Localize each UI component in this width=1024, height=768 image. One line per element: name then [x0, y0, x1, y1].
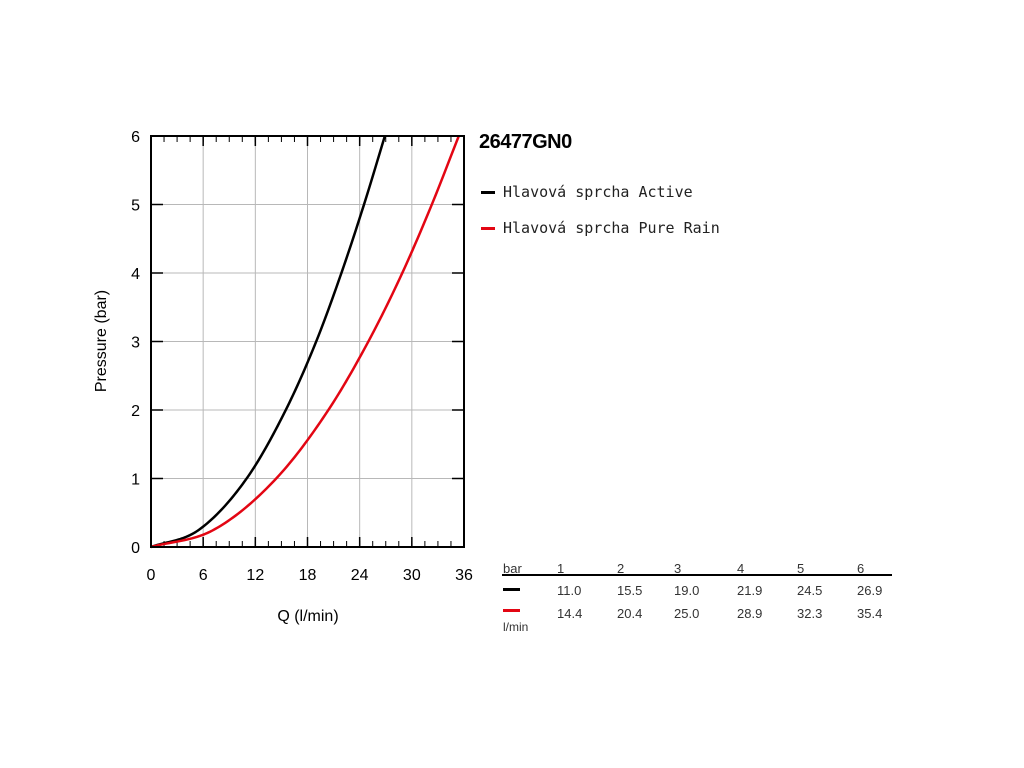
table-cell: 15.5 [617, 583, 643, 598]
x-axis-label: Q (l/min) [277, 608, 338, 625]
legend-item-active: Hlavová sprcha Active [481, 182, 693, 202]
table-cell: 20.4 [617, 606, 643, 621]
table-swatch-red [503, 609, 520, 612]
y-tick-label: 0 [131, 540, 140, 557]
table-divider [502, 574, 892, 576]
x-tick-label: 36 [455, 567, 473, 584]
y-tick-label: 4 [131, 266, 140, 283]
x-tick-label: 0 [147, 567, 156, 584]
legend-label: Hlavová sprcha Active [503, 183, 693, 201]
table-pressure: 4 [737, 561, 745, 576]
table-cell: 35.4 [857, 606, 883, 621]
x-tick-label: 18 [299, 567, 317, 584]
table-pressure: 2 [617, 561, 625, 576]
table-cell: 21.9 [737, 583, 763, 598]
y-tick-label: 3 [131, 335, 140, 352]
chart-grid [150, 135, 465, 548]
y-tick-label: 6 [131, 129, 140, 146]
table-cell: 11.0 [557, 583, 582, 598]
series-line-active [150, 135, 387, 549]
table-pressure: 5 [797, 561, 805, 576]
table-cell: 32.3 [797, 606, 823, 621]
table-header-bar: bar [503, 561, 522, 576]
series-line-pure-rain [150, 135, 460, 549]
table-pressure: 1 [557, 561, 565, 576]
legend-swatch-red [481, 226, 495, 230]
y-axis-label: Pressure (bar) [93, 290, 110, 392]
y-tick-label: 2 [131, 403, 140, 420]
x-tick-label: 30 [403, 567, 421, 584]
legend-swatch-black [481, 190, 495, 194]
table-unit-label: l/min [503, 620, 529, 634]
table-cell: 25.0 [674, 606, 700, 621]
axis-ticks [150, 135, 465, 548]
product-code-title: 26477GN0 [479, 131, 572, 153]
table-cell: 19.0 [674, 583, 700, 598]
table-pressure: 6 [857, 561, 865, 576]
table-pressure: 3 [674, 561, 682, 576]
table-cell: 14.4 [557, 606, 583, 621]
legend-item-pure-rain: Hlavová sprcha Pure Rain [481, 218, 720, 238]
x-tick-label: 6 [199, 567, 208, 584]
table-cell: 28.9 [737, 606, 763, 621]
legend-label: Hlavová sprcha Pure Rain [503, 219, 720, 237]
y-tick-label: 1 [131, 472, 140, 489]
table-cell: 24.5 [797, 583, 823, 598]
x-tick-label: 12 [246, 567, 264, 584]
table-cell: 26.9 [857, 583, 883, 598]
y-tick-label: 5 [131, 198, 140, 215]
chart-series [150, 135, 460, 549]
x-tick-label: 24 [351, 567, 369, 584]
table-swatch-black [503, 588, 520, 591]
